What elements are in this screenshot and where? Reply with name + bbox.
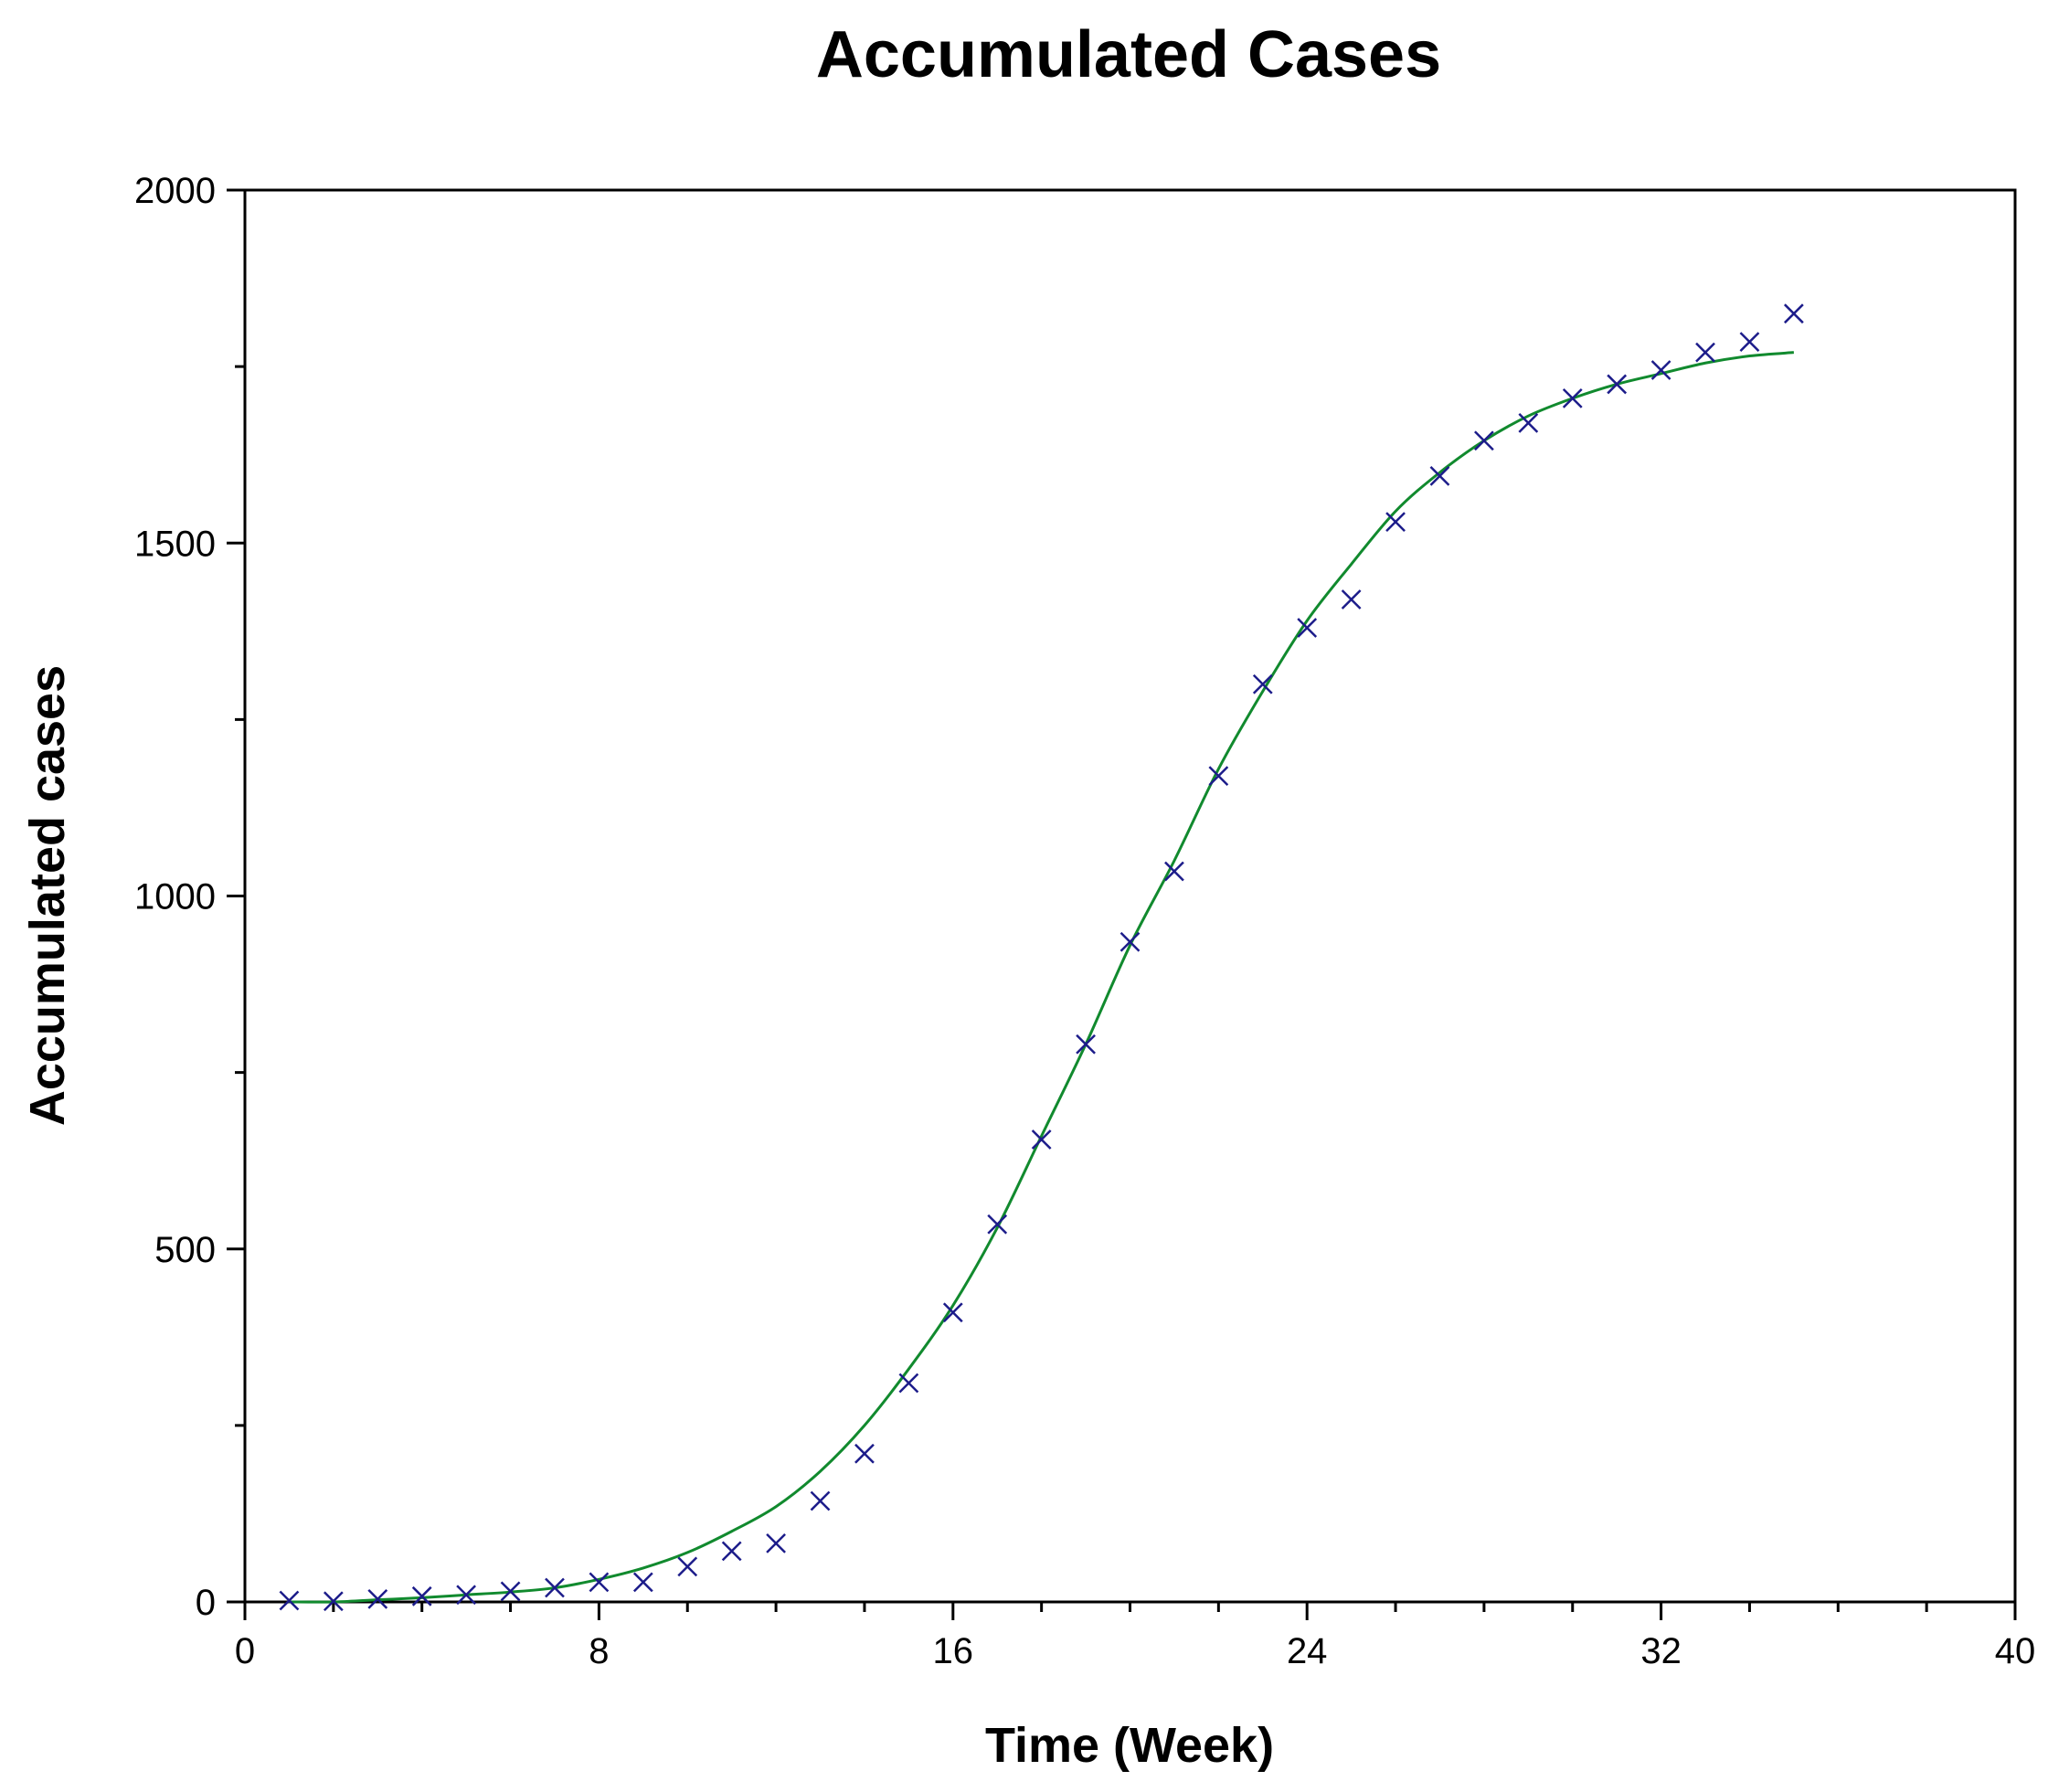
data-point xyxy=(1429,465,1450,486)
data-point xyxy=(1695,342,1715,363)
data-point xyxy=(1164,861,1184,882)
x-tick-label: 32 xyxy=(1640,1631,1682,1671)
data-point xyxy=(1385,512,1406,532)
y-tick-label: 1500 xyxy=(134,524,216,564)
data-point xyxy=(766,1532,786,1553)
x-tick-label: 8 xyxy=(589,1631,609,1671)
data-point xyxy=(1341,589,1362,610)
series-layer xyxy=(279,303,1804,1612)
fitted-curve xyxy=(289,351,1794,1604)
data-point xyxy=(500,1581,521,1602)
data-point xyxy=(1252,673,1273,695)
x-tick-label: 16 xyxy=(933,1631,974,1671)
data-point xyxy=(279,1590,300,1611)
data-point xyxy=(942,1302,963,1323)
x-axis-label: Time (Week) xyxy=(985,1718,1274,1773)
data-point xyxy=(1607,374,1628,395)
data-point xyxy=(1031,1129,1052,1150)
data-point xyxy=(810,1490,831,1511)
data-point xyxy=(1562,388,1583,408)
x-axis-ticks: 0 8 16 24 32 40 xyxy=(235,1602,2035,1671)
x-tick-label: 0 xyxy=(235,1631,255,1671)
data-point xyxy=(411,1585,432,1606)
x-tick-label: 40 xyxy=(1995,1631,2036,1671)
data-point xyxy=(1474,430,1494,451)
data-point xyxy=(589,1572,610,1593)
data-point xyxy=(987,1214,1008,1235)
data-point xyxy=(1739,332,1760,352)
data-point xyxy=(632,1572,653,1593)
data-point xyxy=(1208,766,1229,787)
data-point xyxy=(677,1556,698,1577)
data-point xyxy=(1518,413,1539,433)
y-axis-label: Accumulated cases xyxy=(20,665,75,1126)
y-axis-ticks: 0 500 1000 1500 2000 xyxy=(134,171,245,1623)
data-point xyxy=(1297,618,1318,638)
y-tick-label: 500 xyxy=(154,1230,216,1270)
x-tick-label: 24 xyxy=(1287,1631,1328,1671)
data-point xyxy=(367,1589,388,1609)
chart-title: Accumulated Cases xyxy=(816,18,1441,91)
data-point xyxy=(898,1373,919,1394)
data-point xyxy=(1650,360,1671,380)
y-tick-label: 1000 xyxy=(134,877,216,917)
data-point xyxy=(545,1577,565,1598)
data-point xyxy=(1120,931,1141,952)
data-point xyxy=(721,1541,742,1562)
data-point xyxy=(323,1591,344,1612)
plot-frame xyxy=(243,188,2017,1604)
data-point xyxy=(456,1585,477,1606)
y-tick-label: 2000 xyxy=(134,171,216,211)
data-point xyxy=(1076,1034,1096,1055)
y-tick-label: 0 xyxy=(196,1583,216,1623)
data-point xyxy=(854,1443,875,1464)
data-point xyxy=(1783,303,1804,324)
